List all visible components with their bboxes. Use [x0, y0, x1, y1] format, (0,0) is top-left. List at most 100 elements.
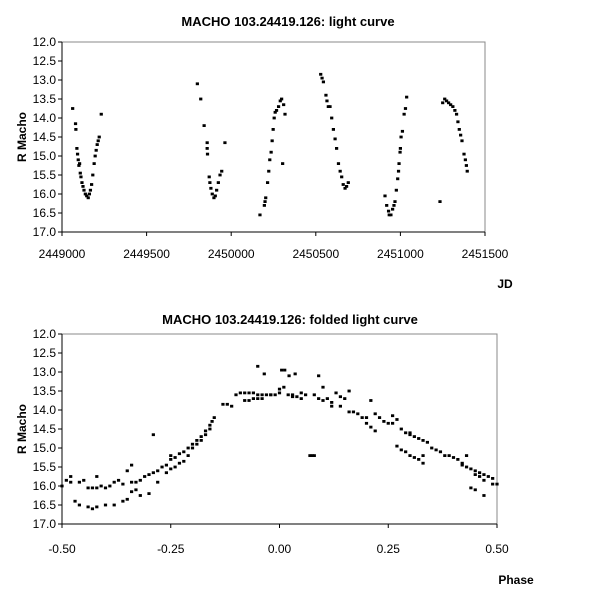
data-point [243, 399, 247, 402]
data-point [234, 393, 238, 397]
data-point [69, 480, 73, 484]
data-point [85, 194, 89, 198]
data-point [469, 486, 473, 490]
data-point [190, 446, 195, 450]
data-point [210, 192, 214, 196]
data-point [190, 442, 195, 446]
x-tick-label: 2449500 [123, 247, 170, 261]
data-point [156, 469, 160, 473]
data-point [373, 412, 377, 416]
data-point [478, 471, 482, 475]
data-point [421, 439, 425, 442]
data-point [147, 473, 151, 476]
data-point [203, 429, 208, 433]
data-point [134, 488, 138, 492]
x-tick-label: 2451500 [462, 247, 509, 261]
data-point [90, 507, 95, 511]
data-point [453, 109, 457, 112]
data-point [86, 196, 90, 200]
x-tick-label: 0.25 [377, 542, 401, 556]
data-point [299, 391, 303, 395]
data-point [405, 95, 409, 99]
y-tick-label: 17.0 [33, 225, 57, 239]
data-point [495, 482, 499, 486]
data-point [75, 147, 79, 150]
data-point [99, 484, 103, 488]
data-point [347, 389, 351, 393]
y-tick-label: 12.0 [33, 35, 57, 49]
data-point [325, 397, 329, 400]
data-point [398, 147, 402, 150]
y-tick-label: 14.0 [33, 403, 57, 417]
data-point [262, 372, 266, 376]
data-points [60, 364, 499, 511]
data-point [247, 391, 251, 395]
data-point [277, 391, 282, 395]
data-point [399, 135, 403, 139]
data-point [330, 404, 334, 408]
data-point [169, 458, 173, 461]
data-point [451, 105, 455, 108]
data-point [230, 404, 234, 408]
data-point [280, 368, 284, 372]
data-point [272, 116, 276, 120]
data-point [341, 183, 345, 186]
data-point [121, 499, 125, 503]
data-point [338, 169, 342, 173]
data-point [76, 158, 80, 162]
data-point [402, 112, 406, 116]
data-point [78, 171, 82, 175]
data-point [412, 456, 416, 459]
data-point [95, 143, 99, 146]
data-point [195, 442, 199, 446]
chart-title: MACHO 103.24419.126: folded light curve [162, 312, 418, 327]
data-point [287, 374, 291, 378]
y-tick-label: 16.0 [33, 187, 57, 201]
data-point [356, 412, 360, 416]
data-point [121, 482, 125, 486]
data-point [335, 147, 339, 150]
data-point [205, 147, 209, 150]
data-point [421, 454, 425, 457]
data-point [347, 410, 351, 414]
data-point [95, 486, 99, 490]
y-axis-label: R Macho [15, 112, 29, 162]
data-point [212, 416, 216, 419]
data-point [264, 393, 269, 397]
data-point [449, 103, 453, 107]
data-point [460, 463, 464, 467]
data-point [395, 444, 399, 448]
data-point [330, 401, 334, 404]
data-point [273, 393, 277, 397]
data-point [282, 385, 286, 389]
x-tick-label: 2451000 [377, 247, 424, 261]
data-point [69, 475, 73, 478]
data-point [385, 204, 389, 207]
data-point [351, 410, 356, 414]
y-tick-label: 15.5 [33, 168, 57, 182]
data-point [138, 494, 142, 497]
data-point [223, 141, 227, 145]
data-point [457, 128, 461, 131]
data-point [143, 475, 147, 478]
data-point [258, 213, 262, 217]
data-point [317, 374, 321, 378]
light-curve-chart: MACHO 103.24419.126: light curve JD R Ma… [15, 14, 513, 291]
data-point [382, 420, 386, 423]
data-point [417, 458, 421, 461]
data-point [225, 402, 229, 406]
data-point [395, 418, 399, 421]
data-point [83, 192, 87, 196]
data-point [304, 393, 308, 397]
y-tick-label: 13.5 [33, 384, 57, 398]
data-point [125, 469, 129, 473]
data-point [286, 393, 290, 397]
data-point [130, 490, 134, 494]
data-point [95, 475, 99, 478]
data-point [260, 397, 264, 400]
data-point [486, 475, 490, 478]
data-point [186, 454, 190, 457]
data-point [312, 454, 316, 457]
data-point [404, 431, 408, 435]
data-point [173, 465, 177, 469]
